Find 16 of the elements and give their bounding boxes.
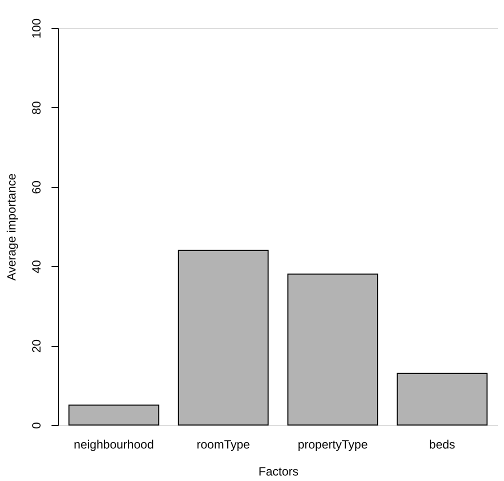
y-tick-label: 60 — [30, 180, 44, 194]
x-tick-label: neighbourhood — [74, 438, 154, 452]
bar — [287, 274, 378, 426]
x-axis-title: Factors — [258, 464, 299, 478]
y-tick-label: 0 — [30, 422, 44, 429]
x-tick-label: beds — [429, 438, 456, 452]
x-tick-label: roomType — [196, 438, 250, 452]
x-tick-label: propertyType — [298, 438, 368, 452]
bar — [178, 250, 269, 426]
y-tick-label: 20 — [30, 339, 44, 353]
y-axis-title: Average importance — [4, 173, 18, 281]
y-tick-label: 80 — [30, 100, 44, 115]
y-tick-label: 100 — [30, 18, 44, 39]
y-tick-label: 40 — [30, 260, 44, 274]
bar — [396, 372, 488, 426]
bar — [68, 404, 160, 426]
